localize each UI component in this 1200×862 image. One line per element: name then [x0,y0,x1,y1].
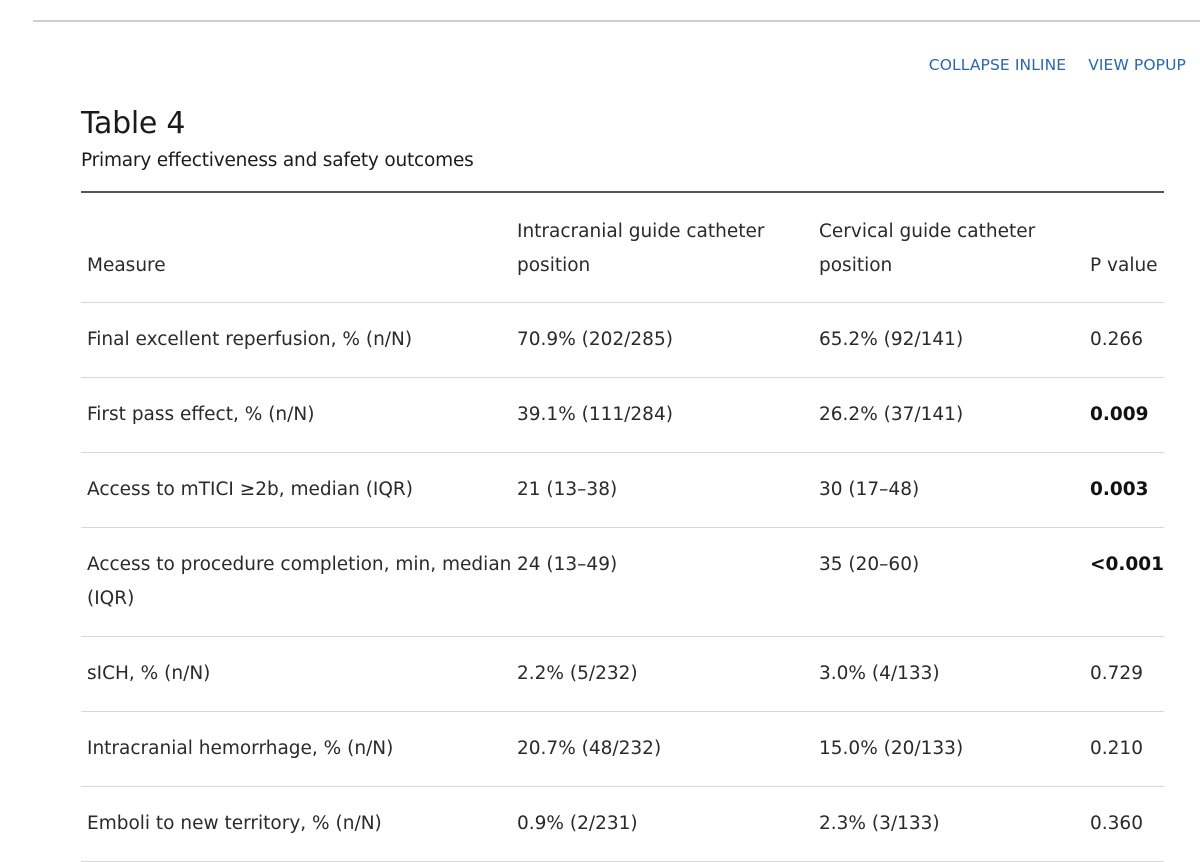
header-p-value: P value [1090,193,1164,303]
top-divider [33,20,1200,22]
measure-cell: Final excellent reperfusion, % (n/N) [81,302,517,378]
p-value-cell: 0.360 [1090,786,1164,862]
outcomes-table: Measure Intracranial guide catheter posi… [81,193,1164,862]
table-header: Measure Intracranial guide catheter posi… [81,193,1164,303]
intracranial-cell: 70.9% (202/285) [517,302,819,378]
table-row: sICH, % (n/N) 2.2% (5/232) 3.0% (4/133) 0.7… [81,636,1164,712]
table-caption: Table 4 Primary effectiveness and safety… [81,104,474,171]
header-intracranial: Intracranial guide catheter position [517,193,819,303]
intracranial-cell: 39.1% (111/284) [517,377,819,453]
p-value-cell: 0.003 [1090,452,1164,528]
intracranial-cell: 24 (13–49) [517,527,819,637]
header-cervical: Cervical guide catheter position [819,193,1090,303]
p-value-cell: <0.001 [1090,527,1164,637]
table-row: Access to procedure completion, min, med… [81,527,1164,637]
measure-cell: sICH, % (n/N) [81,636,517,712]
table-row: Final excellent reperfusion, % (n/N) 70.9… [81,302,1164,378]
table-row: Emboli to new territory, % (n/N) 0.9% (2/… [81,786,1164,862]
cervical-cell: 15.0% (20/133) [819,711,1090,787]
header-row: Measure Intracranial guide catheter posi… [81,193,1164,303]
table-top-rule [81,191,1164,193]
table-row: First pass effect, % (n/N) 39.1% (111/284… [81,377,1164,453]
view-popup-link[interactable]: VIEW POPUP [1088,56,1186,74]
intracranial-cell: 2.2% (5/232) [517,636,819,712]
table-label: Table 4 [81,106,186,141]
cervical-cell: 2.3% (3/133) [819,786,1090,862]
intracranial-cell: 20.7% (48/232) [517,711,819,787]
p-value-cell: 0.210 [1090,711,1164,787]
measure-cell: Access to procedure completion, min, med… [81,527,517,637]
table-title: Primary effectiveness and safety outcome… [81,150,474,171]
measure-cell: Access to mTICI ≥2b, median (IQR) [81,452,517,528]
p-value-cell: 0.009 [1090,377,1164,453]
table-row: Access to mTICI ≥2b, median (IQR) 21 (13–… [81,452,1164,528]
cervical-cell: 35 (20–60) [819,527,1090,637]
measure-cell: Emboli to new territory, % (n/N) [81,786,517,862]
intracranial-cell: 0.9% (2/231) [517,786,819,862]
table-container: Measure Intracranial guide catheter posi… [81,191,1164,862]
table-row: Intracranial hemorrhage, % (n/N) 20.7% (4… [81,711,1164,787]
table-actions: COLLAPSE INLINE VIEW POPUP [929,56,1186,74]
table-body: Final excellent reperfusion, % (n/N) 70.9… [81,302,1164,862]
intracranial-cell: 21 (13–38) [517,452,819,528]
p-value-cell: 0.266 [1090,302,1164,378]
p-value-cell: 0.729 [1090,636,1164,712]
measure-cell: Intracranial hemorrhage, % (n/N) [81,711,517,787]
cervical-cell: 3.0% (4/133) [819,636,1090,712]
collapse-inline-link[interactable]: COLLAPSE INLINE [928,56,1067,74]
measure-cell: First pass effect, % (n/N) [81,377,517,453]
cervical-cell: 26.2% (37/141) [819,377,1090,453]
header-measure: Measure [81,193,517,303]
cervical-cell: 30 (17–48) [819,452,1090,528]
cervical-cell: 65.2% (92/141) [819,302,1090,378]
